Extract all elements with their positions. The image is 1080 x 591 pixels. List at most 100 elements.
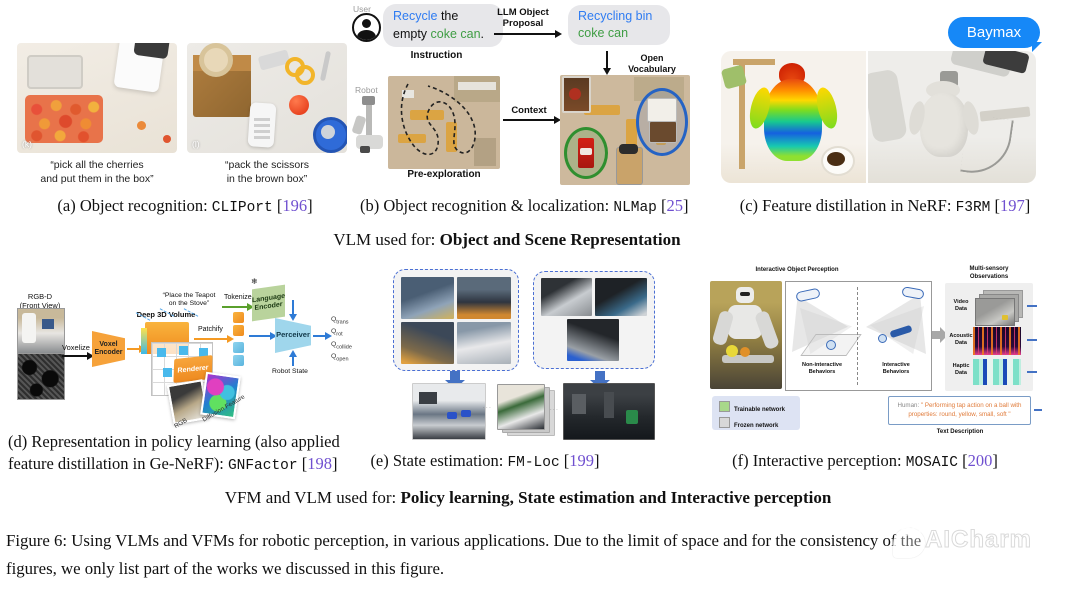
query-bubble: Recycling bin coke can (568, 5, 670, 45)
caption-panel-a: (a) Object recognition: CLIPort [196] (57, 196, 313, 216)
loose-cherry (163, 135, 171, 143)
phone-keypad (254, 117, 270, 139)
quote-left: “pick all the cherries and put them in th… (40, 159, 154, 185)
target-ball (878, 334, 887, 343)
caption-panel-b: (b) Object recognition & localization: N… (360, 196, 689, 216)
voxel-encoder-block: Voxel Encoder (92, 331, 125, 367)
tiny-annotation: · · · (483, 405, 491, 411)
tokenize-arrow (222, 303, 254, 310)
figure-caption: Figure 6: Using VLMs and VFMs for roboti… (6, 527, 1074, 582)
perceiver-output-arrow (313, 332, 332, 339)
humanoid-robot-photo (710, 281, 782, 389)
rgbd-photo (17, 308, 65, 354)
voxelize-label: Voxelize (62, 343, 90, 352)
baymax-bubble-text: Baymax (966, 24, 1022, 41)
kitchen-match-photo (412, 383, 486, 440)
non-interactive-label: Non-interactive Behaviors (801, 362, 843, 376)
baymax-chat-bubble: Baymax (948, 17, 1042, 52)
robot-grasp-photo (868, 51, 1036, 183)
cable (960, 114, 1014, 178)
photo-tag: (k) (22, 139, 32, 149)
stream-dashes (1027, 339, 1037, 341)
language-to-perceiver-arrow (289, 300, 297, 321)
figure-caption-line2: figures, we only list part of the works … (6, 558, 445, 578)
acoustic-spectrogram (973, 327, 1021, 355)
llm-proposal-arrow (494, 30, 562, 38)
banner-vlm-used-for: VLM used for: Object and Scene Represent… (333, 230, 681, 249)
stream-dashes (1027, 305, 1037, 307)
tokenize-label: Tokenize (224, 294, 252, 301)
photo-tag: (l) (192, 139, 200, 149)
to-observations-arrow (932, 327, 948, 343)
robot-label: Robot (355, 85, 378, 95)
robot-arm-base (868, 68, 908, 144)
coke-can-highlight (564, 127, 608, 179)
kitchen-thumb (457, 322, 511, 364)
q-output: Qtrans (331, 316, 349, 326)
video-data-label: Video Data (953, 299, 969, 313)
blue-tape-shape (313, 117, 347, 153)
teapot-instruction: “Place the Teapot on the Stove” (162, 292, 216, 308)
renderer-label: Renderer (177, 363, 209, 375)
tokens-to-perceiver-arrow (249, 332, 277, 339)
jar-shape (616, 144, 643, 185)
pre-exploration-map (388, 76, 500, 169)
human-prefix: Human: (897, 402, 921, 410)
watermark-logo-icon (893, 526, 925, 558)
camera-pill (901, 286, 925, 300)
context-map (560, 75, 690, 185)
target-ball (826, 340, 836, 350)
watermark-text: AICharm (924, 526, 1033, 554)
voxelize-arrow (62, 352, 94, 359)
language-encoder-block: Language Encoder (252, 284, 285, 322)
cherries-photo: (k) (17, 43, 177, 153)
token-stack (233, 312, 245, 366)
coffee-cup (821, 146, 855, 176)
legend-trainable: Trainable network (719, 401, 800, 413)
robot-state-label: Robot State (272, 368, 308, 375)
kitchen-thumb (401, 277, 454, 319)
match-arrow-left (445, 371, 465, 389)
context-label: Context (511, 105, 547, 116)
frozen-snowflake-icon: ❄ (251, 277, 258, 286)
camera-pill (795, 287, 821, 303)
office-thumb (567, 319, 619, 361)
quote-right: “pack the scissors in the brown box” (224, 159, 310, 185)
office-query-group (533, 271, 655, 369)
bubble-tail (1032, 42, 1042, 52)
chips-poster (562, 76, 591, 113)
tiny-annotation: · · · (550, 407, 558, 413)
watermark: AICharm (893, 524, 1063, 560)
instruction-bubble: Recycle the empty coke can. (383, 4, 503, 47)
haptic-heatmap (973, 359, 1021, 385)
spoon-shape (319, 50, 332, 82)
stand-post (739, 59, 745, 169)
office-thumb (541, 278, 592, 316)
recycle-bin-highlight (636, 88, 688, 156)
rgbd-label: RGB-D (Front View) (19, 292, 61, 311)
text-description-label: Text Description (936, 429, 984, 435)
mobile-robot-shape (351, 96, 386, 154)
caption-panel-f: (f) Interactive perception: MOSAIC [200] (732, 451, 998, 471)
stream-dashes (1027, 371, 1037, 373)
user-label: User (353, 4, 371, 14)
loose-cherry (137, 121, 146, 130)
video-data-image (975, 290, 1023, 326)
office-match-photo (563, 383, 655, 440)
instruction-bubble-text: Recycle the empty coke can. (393, 9, 485, 41)
stand-arm (733, 59, 775, 65)
office-thumb (595, 278, 647, 316)
q-output: Qcollide (331, 340, 352, 351)
robot-state-arrow (289, 350, 297, 366)
caption-panel-e: (e) State estimation: FM-Loc [199] (370, 451, 600, 471)
instruction-label: Instruction (410, 50, 463, 61)
frozen-swatch (719, 417, 730, 428)
trainable-swatch (719, 401, 730, 412)
blue-tape-core (321, 125, 335, 139)
baymax-plush-body (920, 93, 968, 157)
behaviors-divider (857, 287, 858, 385)
llm-proposal-label: LLM Object Proposal (497, 7, 549, 29)
pre-exploration-label: Pre-exploration (407, 169, 481, 180)
nerf-heatmap-photo (721, 51, 866, 183)
